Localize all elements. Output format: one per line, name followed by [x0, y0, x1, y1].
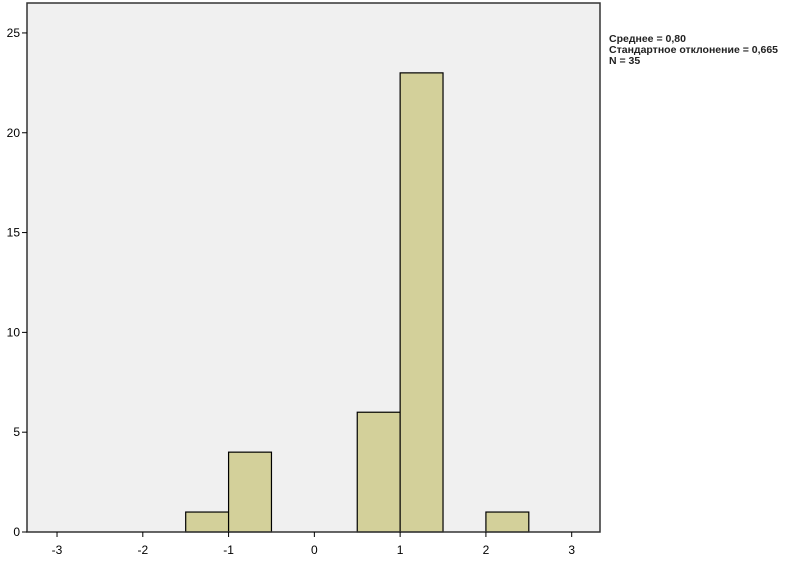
- plot-area: [27, 3, 600, 532]
- x-tick-label-1: -2: [137, 543, 148, 557]
- x-tick-label-6: 3: [568, 543, 575, 557]
- plot-frame: [26, 2, 601, 533]
- summary-statistics: Среднее = 0,80 Стандартное отклонение = …: [609, 34, 778, 67]
- histogram-bar-3: [399, 72, 444, 533]
- y-tick-label-0: 0: [13, 525, 20, 539]
- histogram-bar-0: [185, 511, 230, 533]
- x-tick-label-5: 2: [483, 543, 490, 557]
- histogram-bar-1: [227, 451, 273, 533]
- x-tick-label-4: 1: [397, 543, 404, 557]
- y-tick-label-1: 5: [13, 425, 20, 439]
- y-tick-label-3: 15: [7, 226, 21, 240]
- x-tick-label-2: -1: [223, 543, 234, 557]
- y-tick-label-4: 20: [7, 126, 21, 140]
- mean-label: Среднее = 0,80: [609, 33, 686, 45]
- std-label: Стандартное отклонение = 0,665: [609, 44, 779, 56]
- x-tick-label-3: 0: [311, 543, 318, 557]
- n-label: N = 35: [609, 55, 641, 67]
- x-tick-label-0: -3: [52, 543, 63, 557]
- y-tick-label-5: 25: [7, 26, 21, 40]
- y-tick-label-2: 10: [7, 325, 21, 339]
- histogram-bar-4: [485, 511, 530, 533]
- histogram-bar-2: [356, 411, 401, 533]
